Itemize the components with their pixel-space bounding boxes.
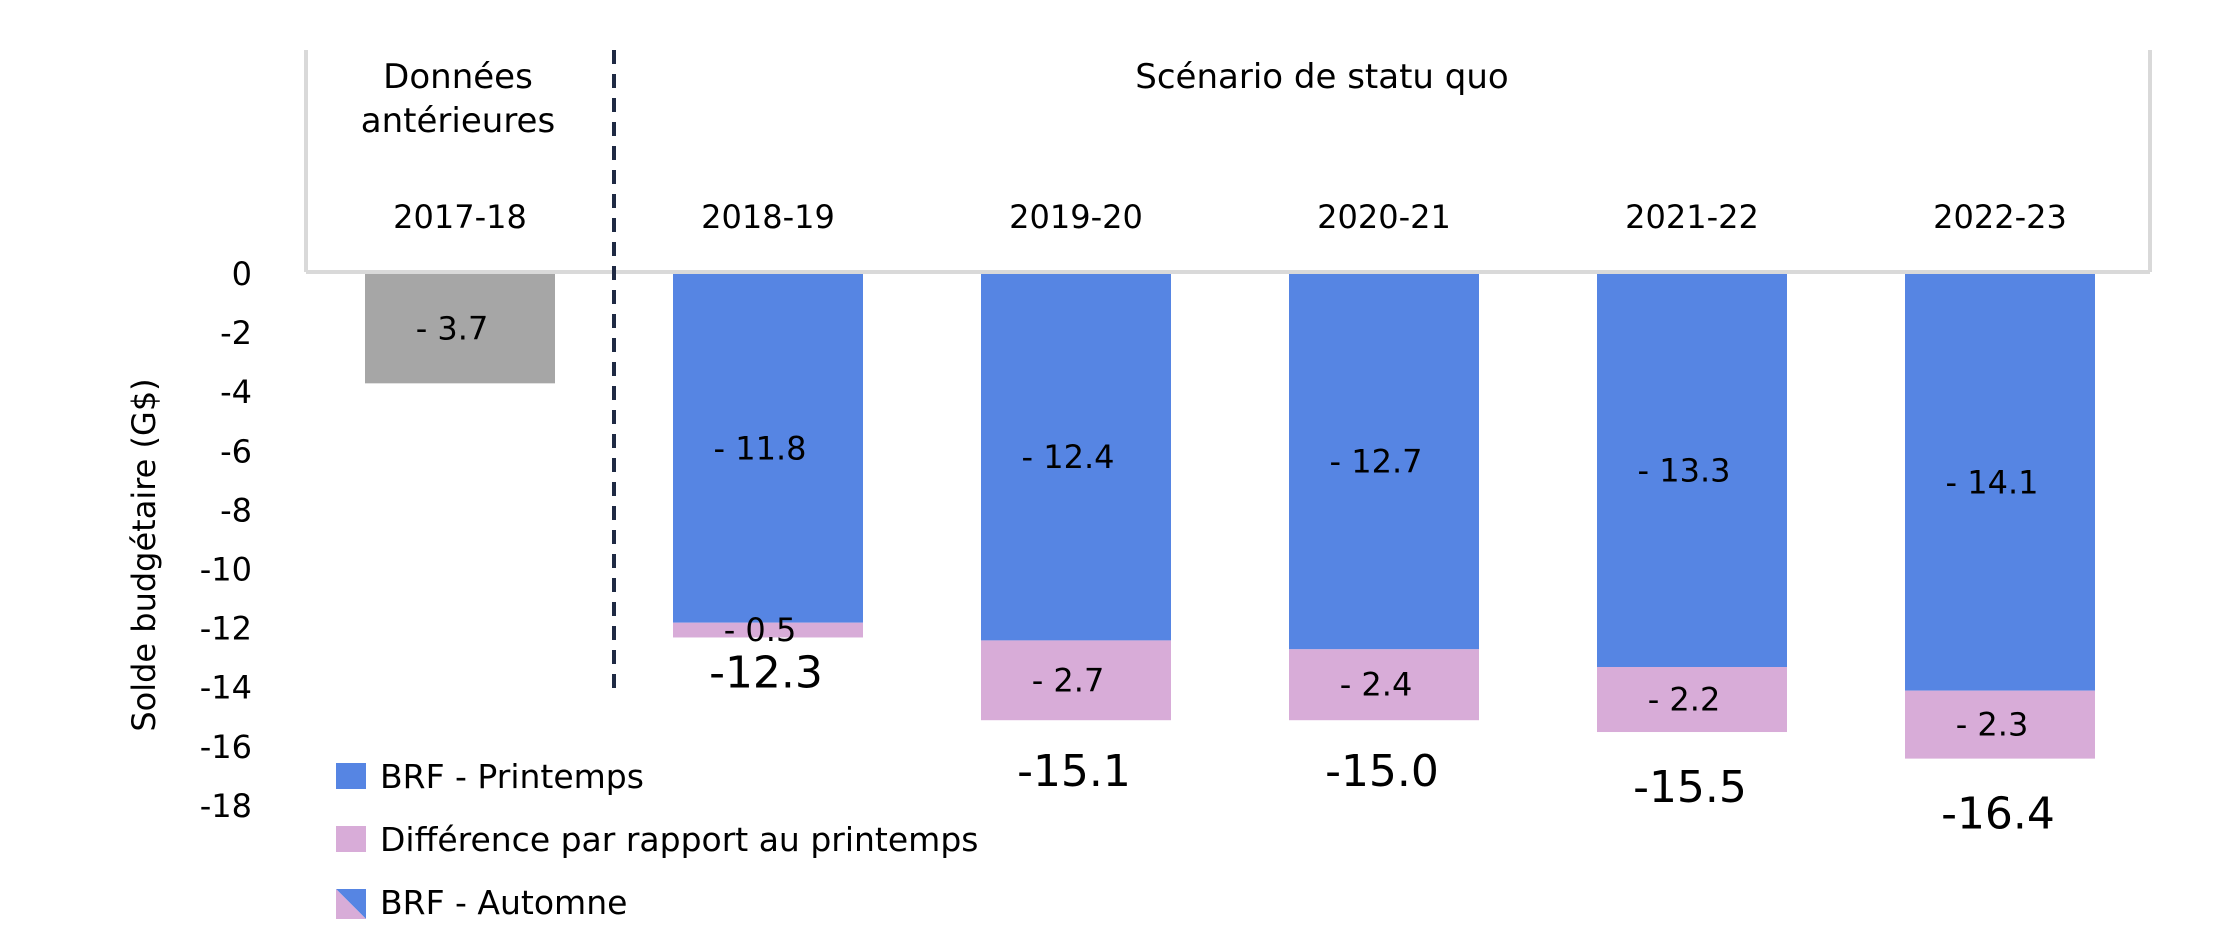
bar-data-label: - 13.3 [1638, 452, 1731, 490]
bar-segment [1597, 667, 1787, 733]
legend: BRF - Printemps Différence par rapport au… [336, 757, 978, 922]
legend-swatch [336, 826, 366, 852]
bar-data-label: - 12.7 [1330, 443, 1423, 481]
category-label: 2020-21 [1317, 198, 1451, 236]
legend-swatch-automne-pink [336, 889, 366, 919]
bar-total-label: -16.4 [1941, 789, 2055, 840]
legend-label: Différence par rapport au printemps [380, 820, 978, 859]
total-labels: -12.3 -15.1 -15.0 -15.5 -16.4 [709, 647, 2055, 839]
bar-total-label: -15.5 [1633, 762, 1747, 813]
bar-data-label: - 12.4 [1022, 438, 1115, 476]
bars [365, 274, 2095, 759]
y-tick-label: -8 [220, 491, 252, 529]
y-tick-label: -2 [220, 314, 252, 352]
bar-segment [1289, 274, 1479, 650]
bar-segment [1597, 274, 1787, 668]
y-tick-label: 0 [232, 255, 252, 293]
bar-data-label: - 11.8 [714, 429, 807, 467]
bar-segment [673, 622, 863, 638]
bar-total-label: -15.0 [1325, 746, 1439, 797]
category-label: 2021-22 [1625, 198, 1759, 236]
legend-label: BRF - Automne [380, 883, 627, 922]
legend-swatch [336, 763, 366, 789]
bar-data-label: - 2.7 [1032, 661, 1105, 699]
historical-header-line1: Données [383, 57, 533, 97]
bar-data-label: - 14.1 [1946, 463, 2039, 501]
bar-data-label: - 0.5 [724, 611, 797, 649]
y-tick-label: -16 [200, 728, 252, 766]
y-tick-label: -18 [200, 787, 252, 825]
y-tick-label: -12 [200, 610, 252, 648]
bar-data-label: - 2.4 [1340, 666, 1413, 704]
bar-data-label: - 2.2 [1648, 681, 1721, 719]
scenario-header: Scénario de statu quo [1135, 57, 1508, 97]
y-tick-label: -6 [220, 432, 252, 470]
category-label: 2019-20 [1009, 198, 1143, 236]
bar-segment [1289, 649, 1479, 721]
bar-segment [981, 274, 1171, 641]
bar-total-label: -12.3 [709, 647, 823, 698]
bar-segment [673, 274, 863, 623]
category-label: 2017-18 [393, 198, 527, 236]
legend-label: BRF - Printemps [380, 757, 644, 796]
segment-labels: - 3.7 - 11.8 - 0.5 - 12.4 - 2.7 - 12.7 - 2.4 - … [416, 310, 2039, 744]
y-tick-label: -14 [200, 669, 252, 707]
bar-segment [365, 274, 555, 384]
bar-data-label: - 3.7 [416, 310, 489, 348]
historical-header-line2: antérieures [361, 101, 555, 141]
y-axis-title: Solde budgétaire (G$) [125, 378, 163, 731]
bar-data-label: - 2.3 [1956, 706, 2029, 744]
bar-segment [981, 640, 1171, 721]
bar-total-label: -15.1 [1017, 746, 1131, 797]
category-labels: 2017-18 2018-19 2019-20 2020-21 2021-22 2022-… [393, 198, 2067, 236]
category-label: 2018-19 [701, 198, 835, 236]
y-axis: 0 -2 -4 -6 -8 -10 -12 -14 -16 -18 [200, 255, 252, 825]
category-label: 2022-23 [1933, 198, 2067, 236]
y-tick-label: -4 [220, 373, 252, 411]
bar-segment [1905, 274, 2095, 691]
y-tick-label: -10 [200, 551, 252, 589]
bar-segment [1905, 690, 2095, 759]
